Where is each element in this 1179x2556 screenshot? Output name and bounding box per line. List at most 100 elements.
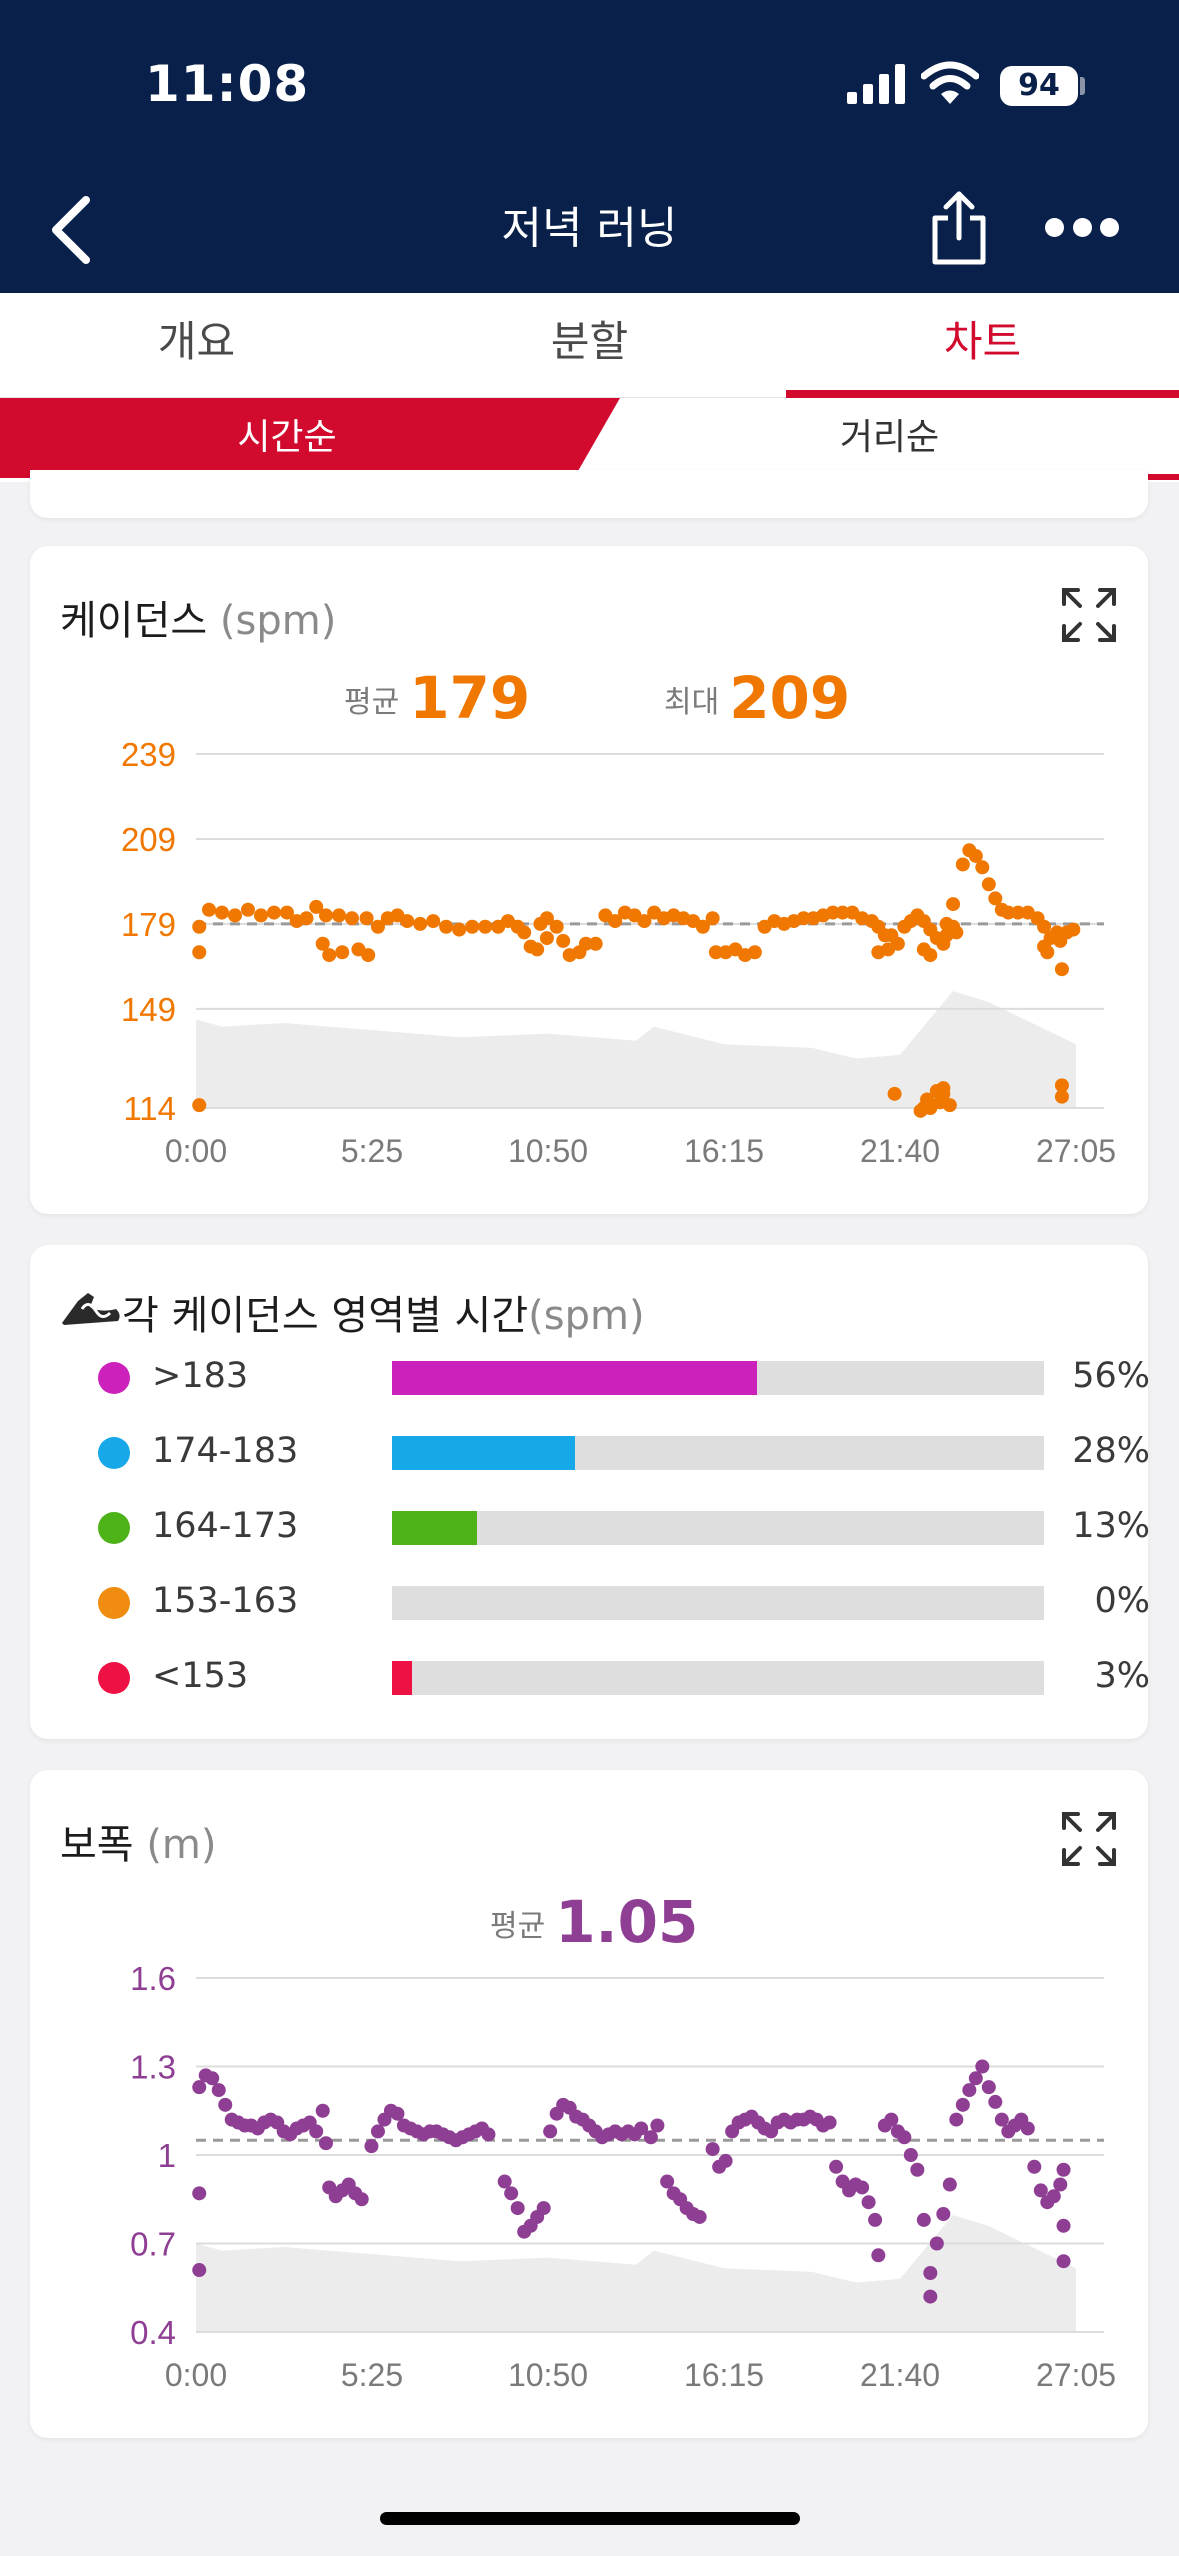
zone-label: 153-163 bbox=[152, 1581, 299, 1621]
cadence-max-label: 최대 bbox=[664, 685, 720, 720]
zone-label: 164-173 bbox=[152, 1506, 299, 1546]
tab-splits[interactable]: 분할 bbox=[550, 317, 629, 366]
data-point bbox=[1053, 933, 1068, 948]
data-point bbox=[205, 2071, 220, 2086]
data-point bbox=[705, 2142, 720, 2157]
data-point bbox=[370, 2124, 385, 2139]
y-tick-label: 179 bbox=[121, 906, 176, 943]
data-point bbox=[871, 2248, 886, 2263]
data-point bbox=[829, 2159, 844, 2174]
segment-distance-order[interactable]: 거리순 bbox=[839, 417, 940, 458]
expand-icon[interactable] bbox=[1060, 1810, 1118, 1868]
zone-row: 153-163 0% bbox=[60, 1571, 1150, 1631]
more-options-icon[interactable] bbox=[1045, 210, 1119, 244]
data-point bbox=[942, 1098, 957, 1113]
data-point bbox=[923, 2266, 938, 2280]
data-point bbox=[988, 2094, 1003, 2109]
data-point bbox=[1037, 919, 1052, 934]
cadence-title: 케이던스 (spm) bbox=[60, 588, 336, 646]
share-icon[interactable] bbox=[930, 188, 988, 266]
stride-average: 평균 1.05 bbox=[490, 1888, 698, 1956]
data-point bbox=[637, 914, 652, 929]
data-point bbox=[1056, 2218, 1071, 2233]
cadence-zones-card: 각 케이던스 영역별 시간(spm) >183 56% 174-183 28% 164-… bbox=[30, 1245, 1150, 1739]
data-point bbox=[253, 908, 268, 923]
segment-background bbox=[0, 398, 1179, 482]
stride-chart-card: 보폭 (m) 평균 1.05 1.6 1.3 1 0.7 0.4 0:00 5:25 10:50… bbox=[30, 1770, 1148, 2438]
data-point bbox=[240, 902, 255, 917]
y-tick-label: 1.3 bbox=[130, 2049, 176, 2086]
zone-row: 174-183 28% bbox=[60, 1421, 1150, 1481]
segment-time-order[interactable]: 시간순 bbox=[237, 417, 337, 458]
data-point bbox=[1056, 2254, 1071, 2269]
cadence-average: 평균 179 bbox=[344, 664, 530, 732]
active-tab-indicator bbox=[786, 390, 1179, 398]
data-point bbox=[955, 857, 970, 872]
zone-percent: 0% bbox=[1094, 1581, 1150, 1621]
data-point bbox=[192, 1098, 207, 1113]
data-point bbox=[344, 911, 359, 926]
zone-bar-track bbox=[392, 1361, 1044, 1395]
data-point bbox=[578, 936, 593, 951]
y-tick-label: 0.4 bbox=[130, 2314, 176, 2351]
data-point bbox=[192, 2186, 207, 2201]
back-arrow-icon[interactable] bbox=[42, 190, 102, 270]
zone-bar-fill bbox=[392, 1661, 412, 1695]
data-point bbox=[1046, 2189, 1061, 2204]
data-point bbox=[1011, 905, 1026, 920]
data-point bbox=[975, 2059, 990, 2074]
data-point bbox=[227, 908, 242, 923]
x-tick-label: 0:00 bbox=[165, 2357, 227, 2393]
zone-label: <153 bbox=[152, 1656, 249, 1696]
y-tick-label: 1 bbox=[158, 2137, 176, 2174]
data-point bbox=[692, 2209, 707, 2224]
data-point bbox=[370, 919, 385, 934]
data-point bbox=[705, 911, 720, 926]
data-point bbox=[946, 897, 961, 912]
data-point bbox=[266, 905, 281, 920]
zone-row: >183 56% bbox=[60, 1346, 1150, 1406]
zone-row: 164-173 13% bbox=[60, 1496, 1150, 1556]
stride-chart: 1.6 1.3 1 0.7 0.4 0:00 5:25 10:50 16:15 21:40 27:0… bbox=[130, 1960, 1116, 2393]
zone-percent: 3% bbox=[1094, 1656, 1150, 1696]
cadence-avg-label: 평균 bbox=[344, 685, 400, 720]
x-tick-label: 10:50 bbox=[508, 2357, 588, 2393]
data-point bbox=[478, 919, 493, 934]
stride-unit: (m) bbox=[146, 1822, 217, 1868]
y-tick-label: 209 bbox=[121, 821, 176, 858]
data-point bbox=[643, 2130, 658, 2145]
y-tick-label: 114 bbox=[123, 1090, 176, 1127]
data-point bbox=[861, 2195, 876, 2210]
zone-color-dot bbox=[98, 1587, 130, 1619]
tab-overview[interactable]: 개요 bbox=[157, 317, 236, 366]
cadence-max-value: 209 bbox=[729, 664, 851, 732]
data-point bbox=[910, 2162, 925, 2177]
data-point bbox=[1054, 962, 1069, 977]
wifi-icon bbox=[921, 61, 979, 104]
data-point bbox=[192, 2263, 207, 2278]
data-point bbox=[887, 1086, 902, 1101]
zone-bar-track bbox=[392, 1436, 1044, 1470]
zone-color-dot bbox=[98, 1512, 130, 1544]
expand-icon[interactable] bbox=[1060, 586, 1118, 644]
running-shoe-icon bbox=[62, 1293, 120, 1325]
data-point bbox=[890, 936, 905, 951]
data-point bbox=[949, 2112, 964, 2127]
data-point bbox=[413, 916, 428, 931]
data-point bbox=[309, 2124, 324, 2139]
data-point bbox=[942, 2177, 957, 2192]
data-point bbox=[218, 2097, 233, 2112]
data-point bbox=[608, 914, 623, 929]
data-point bbox=[650, 2118, 665, 2133]
data-point bbox=[439, 919, 454, 934]
x-tick-label: 5:25 bbox=[341, 1133, 403, 1169]
stride-avg-value: 1.05 bbox=[555, 1888, 699, 1956]
cellular-signal-icon bbox=[847, 64, 905, 104]
data-point bbox=[504, 2186, 519, 2201]
data-point bbox=[279, 905, 294, 920]
data-point bbox=[962, 2083, 977, 2098]
data-point bbox=[452, 922, 467, 937]
tab-charts[interactable]: 차트 bbox=[943, 317, 1022, 366]
data-point bbox=[1001, 905, 1016, 920]
y-tick-label: 149 bbox=[121, 991, 176, 1028]
